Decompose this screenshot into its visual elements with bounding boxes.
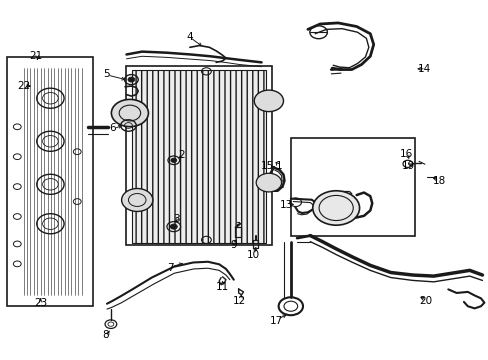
- Text: 15: 15: [261, 161, 274, 171]
- Circle shape: [170, 158, 176, 162]
- Text: 13: 13: [280, 200, 293, 210]
- Text: 12: 12: [232, 296, 246, 306]
- Text: 3: 3: [173, 215, 179, 224]
- Text: 10: 10: [246, 250, 259, 260]
- Circle shape: [256, 173, 281, 192]
- Circle shape: [170, 224, 177, 229]
- Bar: [126, 66, 271, 245]
- Bar: [290, 138, 414, 235]
- Circle shape: [312, 191, 359, 225]
- Text: 19: 19: [401, 161, 414, 171]
- Text: 1: 1: [275, 161, 282, 171]
- Circle shape: [122, 189, 153, 211]
- Text: 8: 8: [102, 330, 109, 340]
- Text: 21: 21: [30, 51, 43, 61]
- Text: 20: 20: [419, 296, 431, 306]
- Text: 4: 4: [186, 32, 193, 41]
- Circle shape: [111, 99, 148, 127]
- Text: 23: 23: [34, 298, 47, 308]
- Circle shape: [254, 90, 283, 112]
- Circle shape: [128, 77, 135, 82]
- Bar: [6, 57, 93, 306]
- Text: 18: 18: [432, 176, 445, 186]
- Text: 5: 5: [103, 69, 110, 79]
- Text: 7: 7: [167, 263, 173, 273]
- Text: 2: 2: [178, 150, 184, 160]
- Text: 6: 6: [109, 123, 116, 133]
- Bar: [132, 69, 266, 243]
- Text: 9: 9: [230, 239, 237, 249]
- Text: 11: 11: [216, 282, 229, 292]
- Text: 22: 22: [18, 81, 31, 91]
- Text: 17: 17: [269, 316, 282, 325]
- Text: 16: 16: [399, 149, 412, 159]
- Text: 14: 14: [417, 64, 430, 74]
